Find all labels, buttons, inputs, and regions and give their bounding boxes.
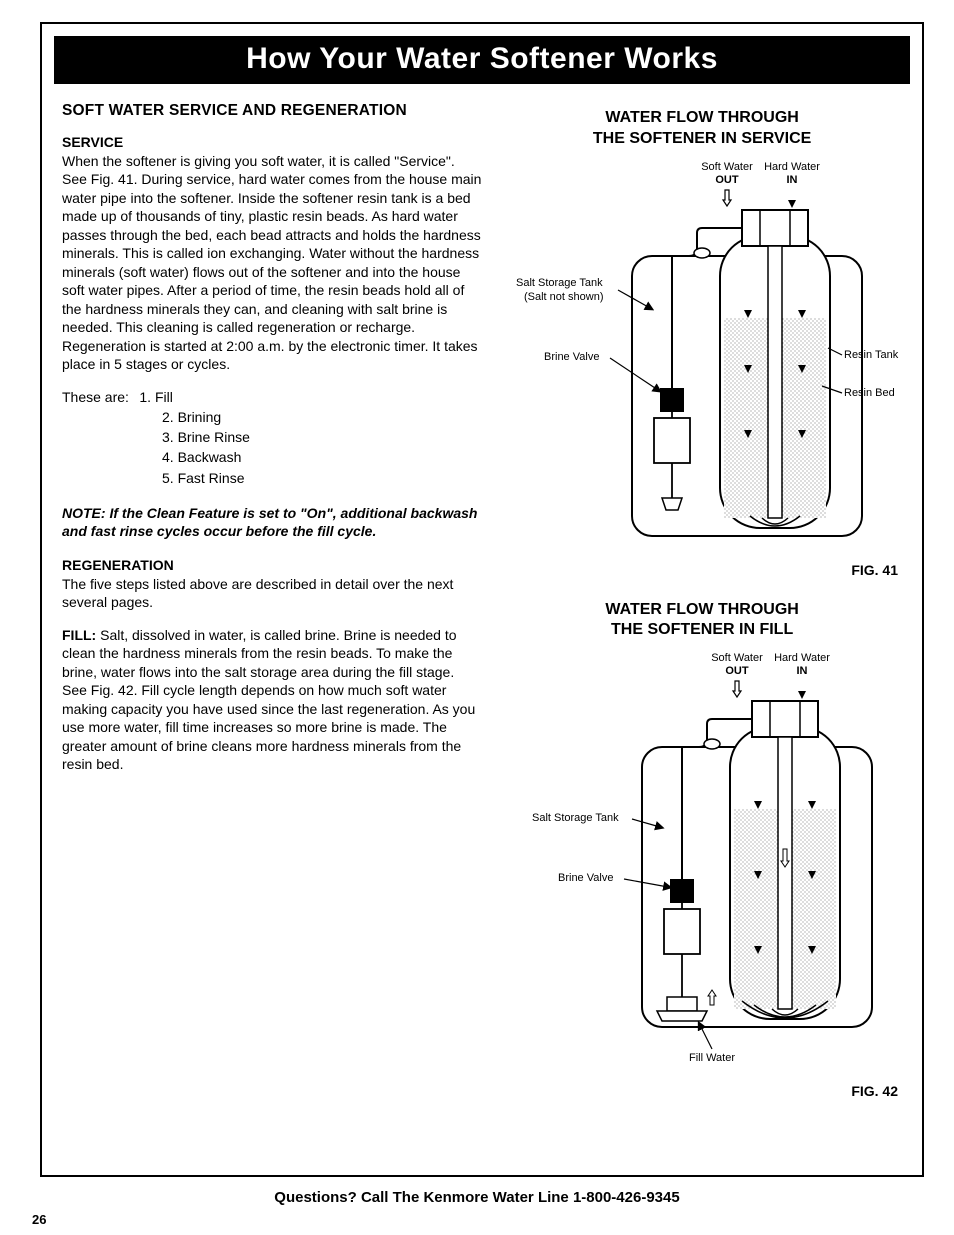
fig41-title: WATER FLOW THROUGH THE SOFTENER IN SERVI… xyxy=(500,108,904,150)
fig41-resin-bed-label: Resin Bed xyxy=(844,387,895,399)
footer-text: Questions? Call The Kenmore Water Line 1… xyxy=(0,1189,954,1206)
distributor-tube xyxy=(778,737,792,1009)
fig42-brine-valve-label: Brine Valve xyxy=(558,872,613,884)
fig41-brine-valve-label: Brine Valve xyxy=(544,351,599,363)
stage-2: 2. Brining xyxy=(162,407,482,427)
distributor-tube xyxy=(768,246,782,518)
fill-label: FILL: xyxy=(62,627,96,643)
in-arrow-icon xyxy=(788,190,796,208)
note-text: NOTE: If the Clean Feature is set to "On… xyxy=(62,504,482,541)
fill-body: Salt, dissolved in water, is called brin… xyxy=(62,627,475,772)
fig41-title-l2: THE SOFTENER IN SERVICE xyxy=(593,130,811,147)
stages-block: These are: 1. Fill 2. Brining 3. Brine R… xyxy=(62,388,482,488)
stage-3: 3. Brine Rinse xyxy=(162,427,482,447)
fig42-in-label: IN xyxy=(797,665,808,677)
valve-head xyxy=(742,210,808,246)
in-arrow-icon xyxy=(798,681,806,699)
brine-float xyxy=(664,909,700,954)
fig42-diagram: Soft Water OUT Hard Water IN xyxy=(502,649,902,1079)
fig42-title-l2: THE SOFTENER IN FILL xyxy=(611,621,793,638)
regen-body: The five steps listed above are describe… xyxy=(62,575,482,612)
valve-head xyxy=(752,701,818,737)
fill-paragraph: FILL: Salt, dissolved in water, is calle… xyxy=(62,626,482,774)
fig42-title-l1: WATER FLOW THROUGH xyxy=(605,601,798,618)
section-heading: SOFT WATER SERVICE AND REGENERATION xyxy=(62,102,482,120)
fig42-caption: FIG. 42 xyxy=(500,1083,904,1099)
fig41-in-label: IN xyxy=(787,174,798,186)
page-title: How Your Water Softener Works xyxy=(54,36,910,84)
out-arrow-icon xyxy=(723,190,731,206)
stage-4: 4. Backwash xyxy=(162,447,482,467)
figure-42: WATER FLOW THROUGH THE SOFTENER IN FILL xyxy=(500,600,904,1100)
fig42-salt-tank-label: Salt Storage Tank xyxy=(532,812,619,824)
fig41-soft-water-label: Soft Water xyxy=(701,161,753,173)
page-number: 26 xyxy=(32,1212,954,1227)
figure-41: WATER FLOW THROUGH THE SOFTENER IN SERVI… xyxy=(500,108,904,578)
page-frame: How Your Water Softener Works SOFT WATER… xyxy=(40,22,924,1177)
fig42-fill-water-label: Fill Water xyxy=(689,1052,735,1064)
fig42-title: WATER FLOW THROUGH THE SOFTENER IN FILL xyxy=(500,600,904,642)
content-columns: SOFT WATER SERVICE AND REGENERATION SERV… xyxy=(42,84,922,1131)
fig42-out-label: OUT xyxy=(725,665,749,677)
fig41-caption: FIG. 41 xyxy=(500,562,904,578)
regen-heading: REGENERATION xyxy=(62,557,482,573)
service-body: When the softener is giving you soft wat… xyxy=(62,152,482,374)
fig41-title-l1: WATER FLOW THROUGH xyxy=(605,109,798,126)
fig41-out-label: OUT xyxy=(715,174,739,186)
left-column: SOFT WATER SERVICE AND REGENERATION SERV… xyxy=(62,102,482,1121)
stage-5: 5. Fast Rinse xyxy=(162,468,482,488)
brine-float xyxy=(654,418,690,463)
fig42-hard-water-label: Hard Water xyxy=(774,652,830,664)
stages-intro: These are: xyxy=(62,389,129,405)
out-arrow-icon xyxy=(733,681,741,697)
brine-valve-block xyxy=(660,388,684,412)
fig41-salt-tank-label: Salt Storage Tank xyxy=(516,277,603,289)
fig41-salt-tank-label2: (Salt not shown) xyxy=(524,291,603,303)
stage-1: 1. Fill xyxy=(139,389,172,405)
service-heading: SERVICE xyxy=(62,134,482,150)
fig41-resin-tank-label: Resin Tank xyxy=(844,349,899,361)
fig41-diagram: Soft Water OUT Hard Water IN xyxy=(502,158,902,558)
fig42-soft-water-label: Soft Water xyxy=(711,652,763,664)
brine-valve-block xyxy=(670,879,694,903)
right-column: WATER FLOW THROUGH THE SOFTENER IN SERVI… xyxy=(500,102,904,1121)
fig41-hard-water-label: Hard Water xyxy=(764,161,820,173)
